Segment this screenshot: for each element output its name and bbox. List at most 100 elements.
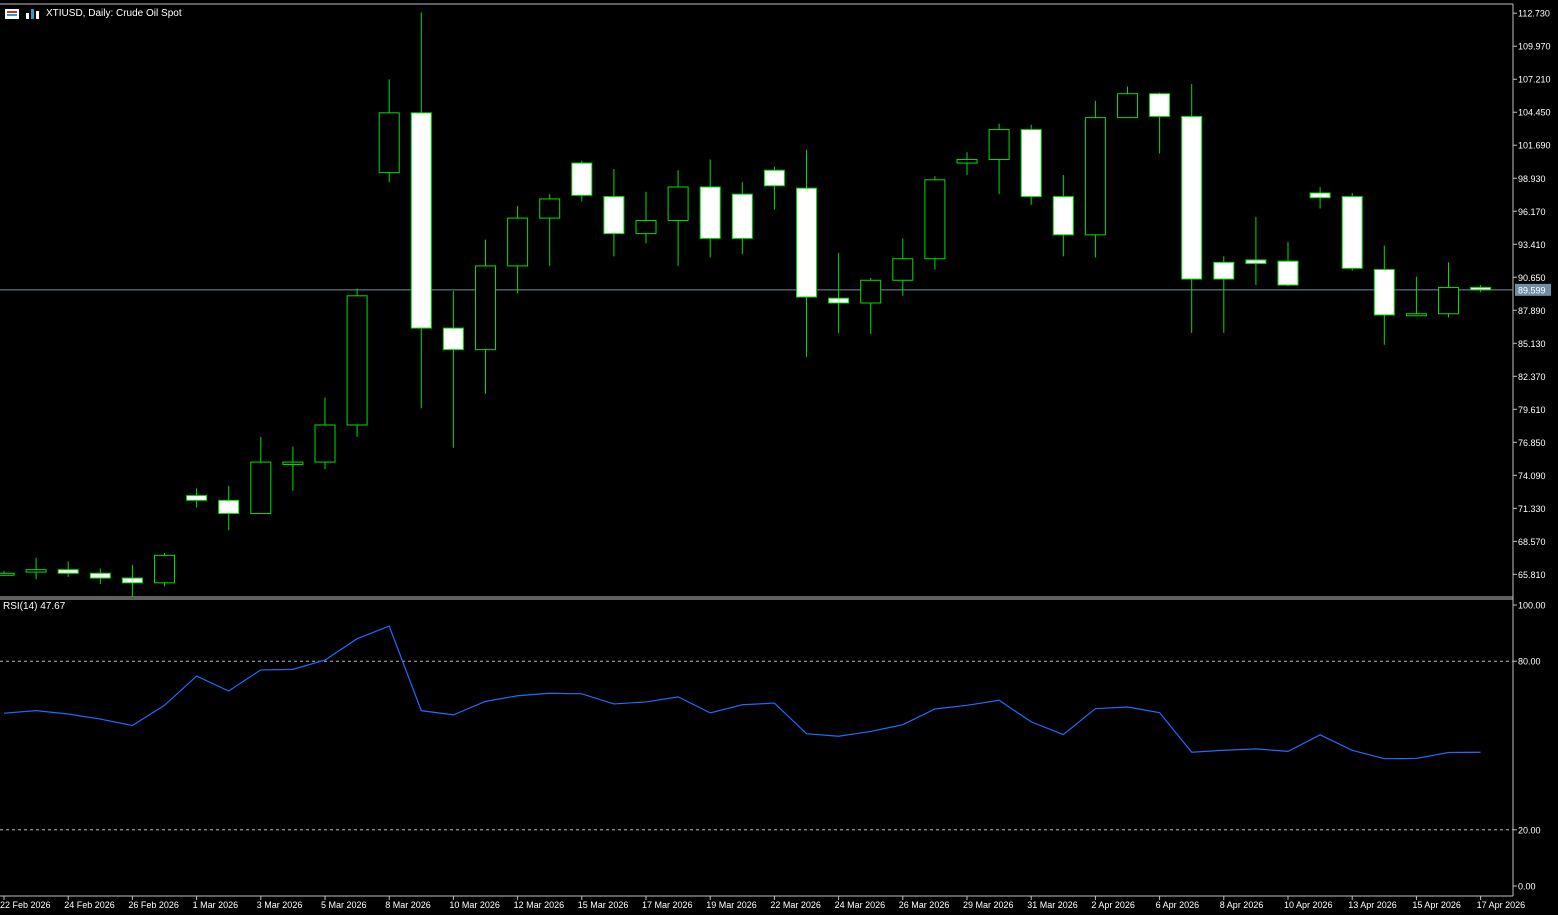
candle-body [218, 499, 240, 514]
candle [667, 170, 689, 266]
candle [731, 182, 753, 254]
time-tick-label: 13 Apr 2026 [1348, 900, 1397, 910]
candle [1117, 86, 1138, 119]
candle [89, 568, 111, 585]
time-tick-label: 22 Mar 2026 [770, 900, 821, 910]
candle [956, 152, 978, 176]
candle-body [924, 179, 946, 260]
rsi-tick-label: 100.00 [1518, 601, 1546, 611]
candle [218, 485, 240, 531]
time-tick-label: 10 Apr 2026 [1284, 900, 1333, 910]
candle-body [1084, 117, 1106, 236]
candle-body [1341, 196, 1363, 269]
candle-body [988, 129, 1010, 160]
candle [539, 194, 561, 266]
candle [154, 552, 175, 587]
price-tick-label: 87.890 [1518, 306, 1546, 316]
time-tick-label: 3 Mar 2026 [257, 900, 303, 910]
time-tick-label: 24 Feb 2026 [64, 900, 115, 910]
candle [1405, 276, 1427, 317]
price-tick-label: 109.970 [1518, 42, 1551, 52]
candle [282, 446, 304, 491]
candle-body [1117, 93, 1138, 119]
candle-body [603, 196, 625, 235]
candle [442, 291, 464, 448]
price-tick-label: 82.370 [1518, 372, 1546, 382]
candle-body [1245, 259, 1267, 265]
time-tick-label: 17 Mar 2026 [642, 900, 693, 910]
bar-chart-icon[interactable] [26, 9, 40, 19]
time-tick-label: 10 Mar 2026 [449, 900, 500, 910]
candle-body [1181, 115, 1203, 280]
time-tick-label: 31 Mar 2026 [1027, 900, 1078, 910]
candle [507, 206, 529, 294]
candle-body [571, 162, 593, 196]
price-tick-label: 85.130 [1518, 339, 1546, 349]
candle-body [796, 187, 817, 298]
time-tick-label: 5 Mar 2026 [321, 900, 367, 910]
price-tick-label: 107.210 [1518, 75, 1551, 85]
candle-body [410, 112, 432, 329]
candle-body [763, 169, 785, 187]
candle [1470, 285, 1492, 293]
candle [57, 561, 79, 577]
candle-body [282, 461, 304, 465]
candle-body [892, 258, 914, 281]
candle [1213, 256, 1235, 333]
price-tick-label: 98.930 [1518, 174, 1546, 184]
time-tick-label: 1 Mar 2026 [193, 900, 239, 910]
candle [1020, 124, 1042, 205]
candle-body [1438, 286, 1459, 315]
candle-body [475, 265, 496, 351]
price-tick-label: 93.410 [1518, 240, 1546, 250]
chart-frame [0, 3, 1514, 897]
candle-body [1149, 93, 1171, 117]
candle [763, 166, 785, 210]
candle-body [314, 424, 336, 463]
candle-body [442, 327, 464, 351]
candle-body [1213, 261, 1235, 280]
candle [1277, 241, 1299, 287]
candle [571, 160, 593, 202]
candle-body [121, 577, 143, 584]
time-tick-label: 29 Mar 2026 [963, 900, 1014, 910]
candle [988, 123, 1010, 195]
time-tick-label: 15 Apr 2026 [1412, 900, 1461, 910]
time-tick-label: 15 Mar 2026 [578, 900, 629, 910]
candle [346, 288, 368, 437]
candle [475, 239, 496, 394]
candle-body [1405, 313, 1427, 317]
rsi-tick-label: 80.00 [1518, 657, 1541, 667]
candle [892, 238, 914, 296]
candle-body [507, 217, 529, 267]
time-tick-label: 12 Mar 2026 [514, 900, 565, 910]
table-icon[interactable] [5, 9, 19, 19]
candle [603, 169, 625, 257]
candle-body [57, 569, 79, 574]
bid-price-badge [1515, 283, 1551, 296]
candle-body [699, 186, 721, 239]
main-price-axis: 112.730 109.970 107.210 104.450 101.690 98.93… [0, 9, 1551, 580]
candle-body [828, 297, 850, 304]
price-tick-label: 74.090 [1518, 471, 1546, 481]
time-tick-label: 22 Feb 2026 [0, 900, 51, 910]
candle-body [731, 193, 753, 239]
candle-body [1052, 196, 1074, 236]
candle-body [956, 158, 978, 164]
candle-body [635, 219, 657, 235]
candle-body [186, 495, 208, 501]
candle [1052, 175, 1074, 257]
candle [1245, 216, 1267, 286]
candle [410, 12, 432, 409]
candle [1084, 100, 1106, 258]
candle-body [89, 572, 111, 579]
time-tick-label: 2 Apr 2026 [1091, 900, 1135, 910]
rsi-indicator: 100.00 80.00 20.00 0.00 [0, 601, 1546, 892]
candle-body [539, 198, 561, 219]
candle [378, 79, 400, 183]
candle-body [346, 295, 368, 426]
candle [1181, 84, 1203, 333]
time-axis: 22 Feb 2026 24 Feb 2026 26 Feb 2026 1 Mar 2… [0, 896, 1525, 910]
candle-body [25, 569, 47, 573]
